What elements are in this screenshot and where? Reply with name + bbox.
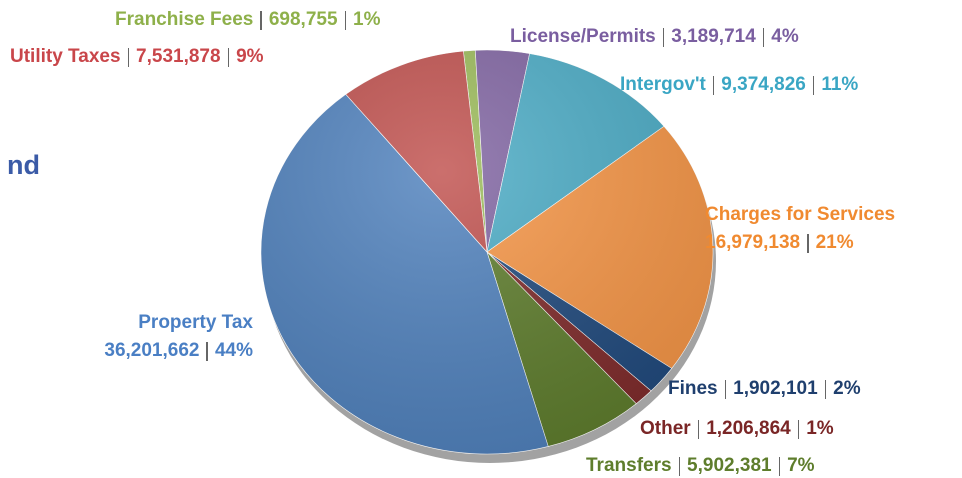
value-label: 3,189,714 [671,26,756,47]
separator [127,47,130,67]
percent-label: 11% [821,74,859,95]
data-label: 36,201,662 44% [104,340,253,362]
separator [260,10,262,30]
data-label: Utility Taxes 7,531,878 9% [10,46,264,68]
separator [206,341,208,361]
value-label: 1,206,864 [706,418,791,439]
value-label: 7,531,878 [136,46,221,67]
data-label: Fines 1,902,101 2% [668,378,861,400]
data-label: Franchise Fees 698,755 1% [115,9,381,31]
percent-label: 4% [771,26,799,47]
data-label: License/Permits 3,189,714 4% [510,26,799,48]
separator [807,233,809,253]
separator [812,75,815,95]
category-label: Intergov't [620,74,706,95]
separator [724,379,727,399]
separator [678,456,681,476]
percent-label: 1% [806,418,834,439]
value-label: 1,902,101 [733,378,818,399]
percent-label: 21% [815,232,854,253]
value-label: 16,979,138 [705,232,801,253]
value-label: 36,201,662 [104,340,200,361]
separator [697,419,700,439]
data-label: Transfers 5,902,381 7% [586,455,815,477]
separator [227,47,230,67]
category-label: Charges for Services [705,204,896,225]
data-label: Intergov't 9,374,826 11% [620,74,858,96]
pie-shine [261,50,713,454]
separator [824,379,827,399]
value-label: 9,374,826 [721,74,806,95]
percent-label: 1% [353,9,381,30]
percent-label: 7% [787,455,815,476]
separator [762,27,765,47]
value-label: 5,902,381 [687,455,772,476]
separator [797,419,800,439]
separator [778,456,781,476]
percent-label: 44% [214,340,253,361]
data-label: Other 1,206,864 1% [640,418,834,440]
percent-label: 2% [833,378,861,399]
category-label: Utility Taxes [10,46,121,67]
separator [344,10,347,30]
chart-title: nd [7,150,40,180]
value-label: 698,755 [268,9,338,30]
data-label: Charges for Services [705,204,895,226]
category-label: License/Permits [510,26,656,47]
category-label: Property Tax [138,312,253,333]
data-label: Property Tax [138,312,253,334]
separator [662,27,665,47]
data-label: 16,979,138 21% [705,232,854,254]
category-label: Fines [668,378,718,399]
category-label: Other [640,418,691,439]
separator [712,75,715,95]
category-label: Transfers [586,455,672,476]
percent-label: 9% [236,46,264,67]
category-label: Franchise Fees [115,9,254,30]
